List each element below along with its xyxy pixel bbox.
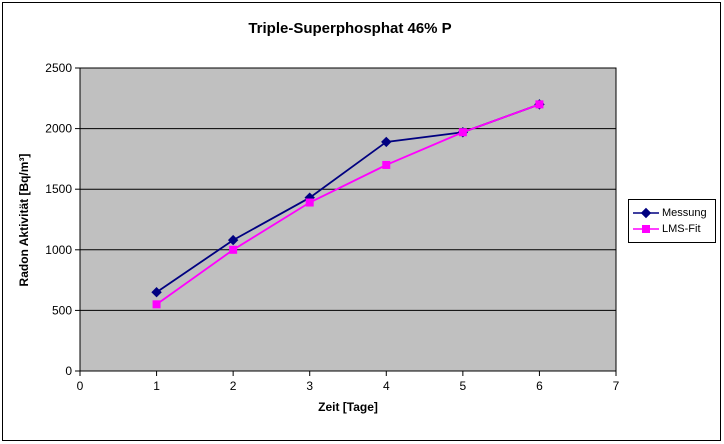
svg-text:1500: 1500 bbox=[45, 182, 72, 196]
svg-text:1000: 1000 bbox=[45, 243, 72, 257]
svg-text:2500: 2500 bbox=[45, 61, 72, 75]
legend-label-lms-fit: LMS-Fit bbox=[662, 223, 701, 235]
legend-marker-messung-icon bbox=[633, 207, 659, 219]
svg-text:0: 0 bbox=[77, 379, 84, 393]
svg-text:3: 3 bbox=[306, 379, 313, 393]
svg-text:4: 4 bbox=[383, 379, 390, 393]
legend: Messung LMS-Fit bbox=[628, 199, 716, 243]
legend-marker-lms-fit-icon bbox=[633, 223, 659, 235]
svg-text:0: 0 bbox=[65, 364, 72, 378]
svg-text:2000: 2000 bbox=[45, 122, 72, 136]
x-axis-title: Zeit [Tage] bbox=[318, 400, 378, 414]
legend-item-messung: Messung bbox=[633, 205, 711, 221]
svg-text:500: 500 bbox=[52, 303, 72, 317]
svg-text:6: 6 bbox=[536, 379, 543, 393]
svg-text:5: 5 bbox=[460, 379, 467, 393]
svg-text:1: 1 bbox=[153, 379, 160, 393]
legend-item-lms-fit: LMS-Fit bbox=[633, 221, 711, 237]
chart-title: Triple-Superphosphat 46% P bbox=[248, 20, 452, 37]
svg-text:2: 2 bbox=[230, 379, 237, 393]
legend-label-messung: Messung bbox=[662, 207, 707, 219]
svg-text:7: 7 bbox=[613, 379, 620, 393]
y-axis-title: Radon Aktivität [Bq/m³] bbox=[17, 153, 31, 287]
